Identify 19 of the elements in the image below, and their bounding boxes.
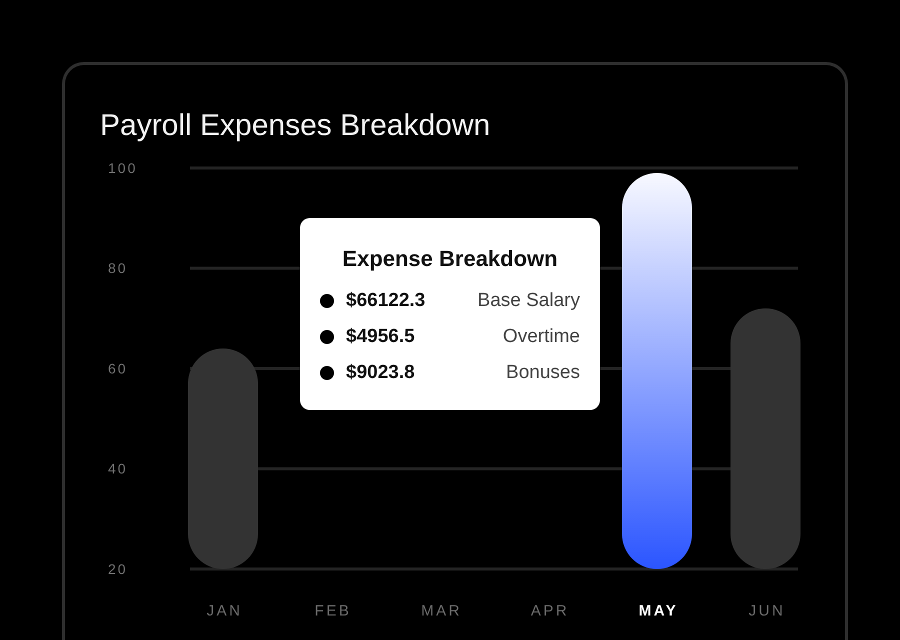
annotation: Expense Breakdown	[341, 245, 559, 273]
y-tick-label: 20	[108, 560, 128, 577]
annotation: Overtime	[502, 325, 580, 349]
x-tick-label: MAR	[421, 602, 462, 620]
x-tick-label: JAN	[206, 602, 242, 620]
x-tick-label: APR	[530, 602, 570, 620]
y-tick-label: 100	[108, 160, 138, 176]
annotation: Base Salary	[478, 289, 580, 313]
x-tick-label: FEB	[314, 602, 352, 620]
y-tick-label: 80	[108, 260, 128, 276]
y-tick-label: 40	[108, 460, 128, 477]
x-tick-label: JUN	[748, 602, 786, 620]
x-tick-label: MAY	[638, 602, 678, 620]
annotation: $4956.5	[346, 325, 415, 349]
annotation: Bonuses	[506, 361, 580, 385]
annotation: $66122.3	[346, 289, 426, 313]
y-tick-label: 60	[108, 360, 128, 376]
chart-title: Payroll Expenses Breakdown	[100, 109, 490, 142]
annotation: $9023.8	[346, 361, 415, 385]
